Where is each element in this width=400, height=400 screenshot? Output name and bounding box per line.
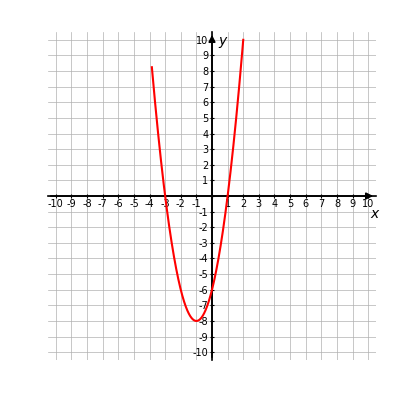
Text: y: y bbox=[218, 34, 226, 48]
Text: x: x bbox=[370, 207, 378, 221]
